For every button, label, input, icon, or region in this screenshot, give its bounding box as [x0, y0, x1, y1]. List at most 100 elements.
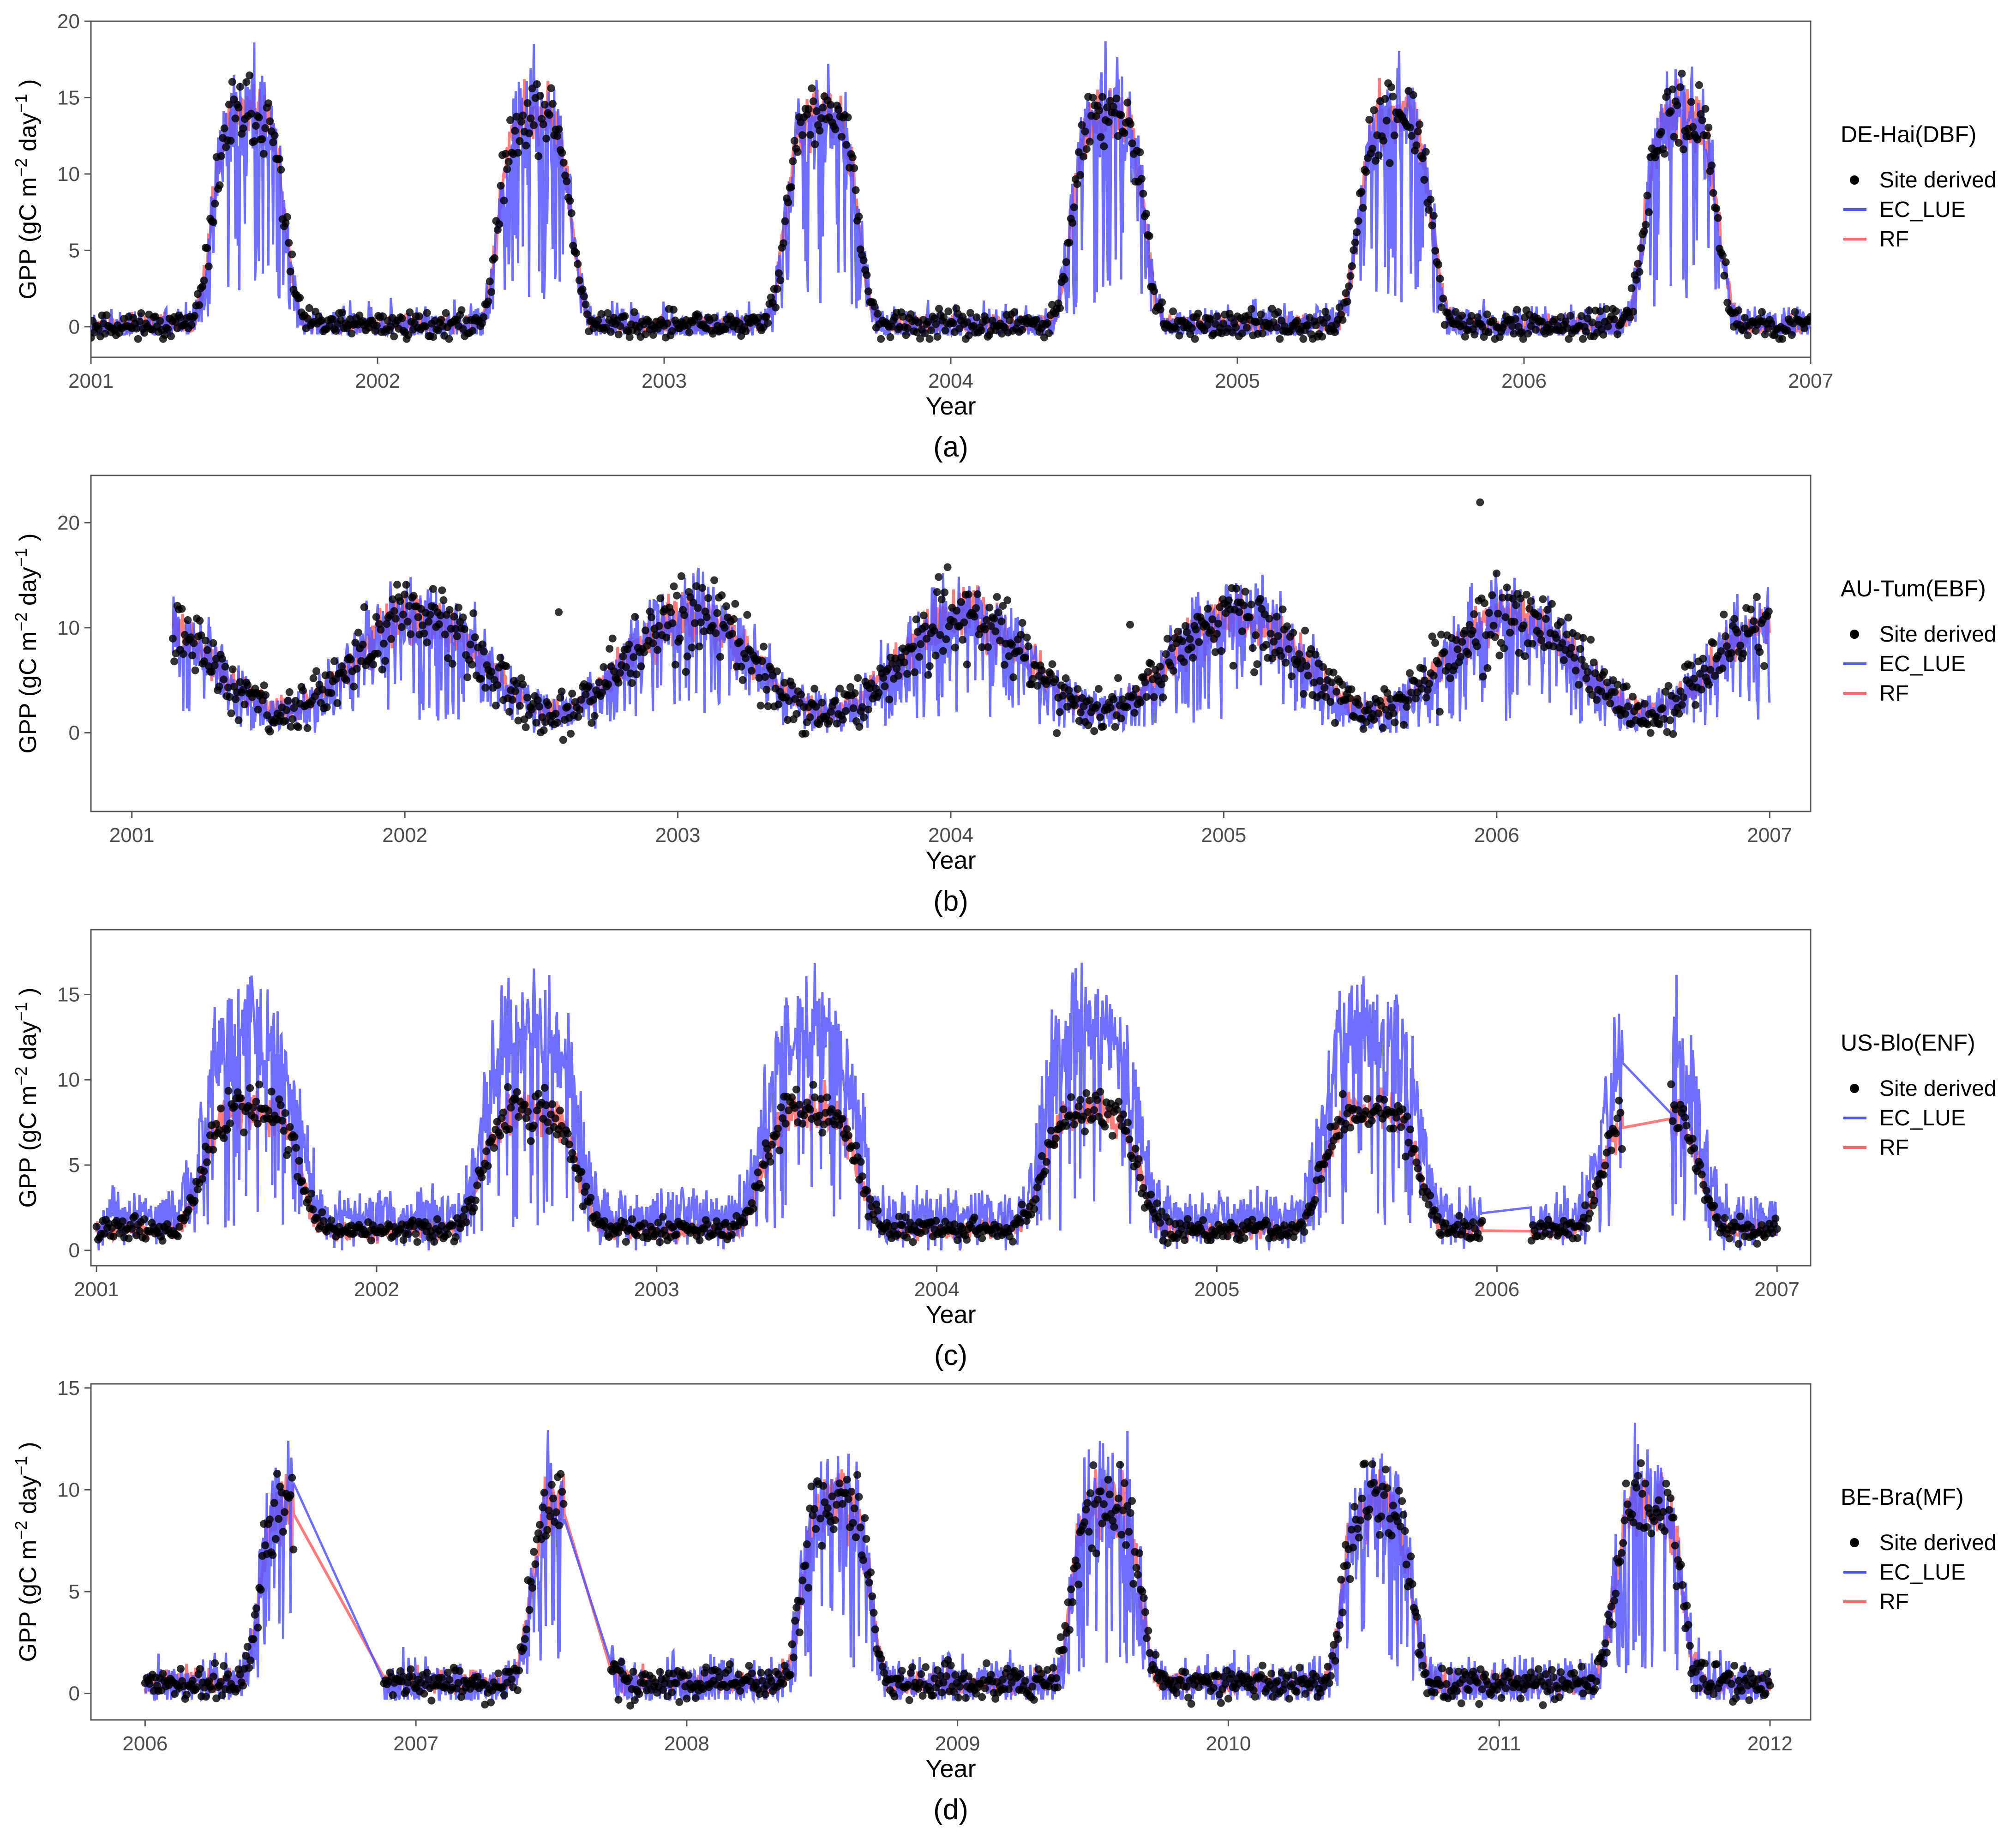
site-point [499, 1108, 507, 1117]
site-point [610, 667, 618, 675]
site-point [732, 1212, 741, 1220]
x-tick-label: 2012 [1747, 1732, 1793, 1755]
site-point [1558, 639, 1566, 647]
site-point [512, 113, 521, 121]
site-point [1170, 667, 1177, 675]
site-point [1110, 1523, 1118, 1531]
site-point [917, 640, 925, 648]
site-point [1299, 1221, 1307, 1229]
site-point [909, 1238, 917, 1246]
site-point [1454, 1667, 1463, 1676]
site-point [1408, 1580, 1416, 1588]
site-point [1113, 1503, 1121, 1512]
site-point [1361, 1460, 1369, 1468]
site-point [1476, 498, 1484, 506]
site-point [788, 681, 796, 690]
site-point [1120, 1479, 1128, 1487]
site-point [854, 674, 862, 682]
site-point [1250, 668, 1258, 676]
site-point [710, 576, 719, 584]
site-point [251, 1114, 259, 1122]
site-point [1417, 685, 1426, 693]
site-point [534, 1090, 543, 1098]
site-point [1104, 1110, 1112, 1118]
site-point [131, 1212, 139, 1220]
site-point [1640, 700, 1649, 708]
plot-frame [90, 1383, 1812, 1721]
site-point [1098, 1520, 1106, 1527]
site-point [266, 727, 274, 736]
site-point [1582, 674, 1590, 683]
site-point [1690, 674, 1698, 683]
site-point [369, 661, 378, 669]
site-point [1181, 622, 1189, 630]
site-point [969, 1678, 977, 1686]
site-point [1119, 1110, 1128, 1118]
site-point [795, 1628, 804, 1636]
x-tick-label: 2006 [1501, 370, 1547, 392]
site-point [1169, 307, 1177, 316]
site-point [716, 653, 724, 661]
site-point [1258, 1661, 1266, 1670]
site-point [1462, 1671, 1470, 1679]
site-point [628, 679, 636, 687]
site-point [846, 683, 854, 691]
site-point [1634, 259, 1642, 268]
site-point [1483, 310, 1491, 319]
site-point [895, 1213, 903, 1221]
site-point [1103, 103, 1111, 112]
site-point [1632, 1484, 1641, 1492]
site-point [1534, 612, 1542, 620]
panel-d: GPP (gC m−2 day−1 ) 2006 2007 2008 2009 2010… [12, 1377, 1996, 1826]
site-point [888, 323, 896, 331]
site-point [1147, 660, 1155, 668]
site-point [632, 670, 641, 679]
site-point [656, 1668, 664, 1676]
site-point [1713, 1213, 1721, 1221]
site-point [1437, 1231, 1445, 1239]
site-point [921, 1227, 930, 1235]
site-point [1192, 625, 1200, 634]
panel-label: (c) [934, 1340, 967, 1371]
y-tick-label: 10 [57, 1478, 80, 1501]
site-point [963, 1236, 971, 1244]
site-point [608, 634, 617, 643]
site-point [755, 1690, 763, 1698]
site-point [1296, 664, 1305, 673]
site-point [1524, 330, 1532, 338]
site-point [932, 320, 940, 328]
site-point [426, 611, 434, 619]
site-point [1350, 246, 1358, 254]
site-point [1453, 645, 1462, 654]
site-point [1720, 271, 1728, 280]
panel-label: (b) [933, 885, 968, 917]
site-point [1065, 239, 1074, 247]
site-point [842, 707, 850, 715]
site-point [1307, 645, 1315, 653]
site-point [473, 1181, 481, 1190]
site-point [1440, 648, 1448, 656]
site-point [1534, 1665, 1542, 1673]
site-point [1678, 1581, 1686, 1589]
site-point [1389, 92, 1397, 101]
site-point [1670, 132, 1678, 141]
site-point [649, 639, 657, 647]
site-point [330, 657, 338, 665]
site-point [1621, 710, 1629, 718]
site-point [1513, 306, 1521, 314]
site-point [828, 1105, 836, 1113]
site-point [1417, 1641, 1425, 1650]
site-point [536, 92, 544, 100]
site-point [1023, 633, 1031, 642]
site-point [1401, 1527, 1409, 1535]
site-point [1350, 713, 1359, 721]
site-point [1436, 275, 1444, 283]
site-point [970, 613, 978, 621]
site-point [558, 1488, 566, 1496]
site-point [1321, 307, 1330, 316]
site-point [597, 310, 606, 318]
site-point [406, 308, 414, 317]
site-point [1474, 313, 1482, 321]
site-point [460, 625, 468, 633]
site-point [982, 1659, 990, 1667]
